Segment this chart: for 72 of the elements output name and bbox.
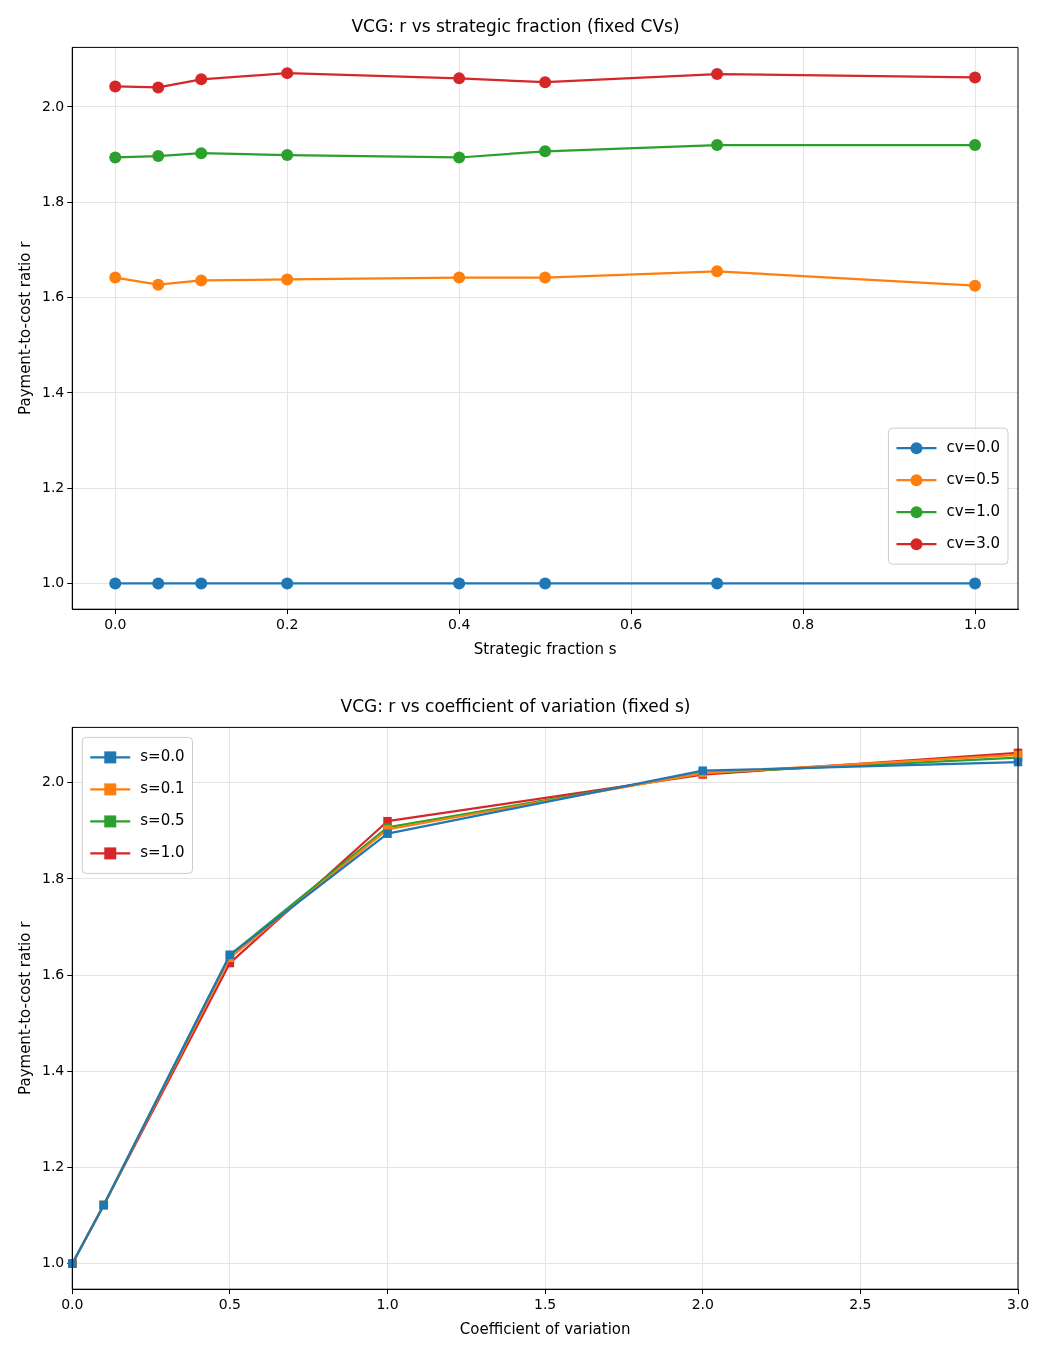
point [453, 72, 466, 85]
point [969, 139, 982, 152]
legend-label: cv=0.5 [946, 470, 1001, 489]
point [109, 271, 122, 284]
y-tick-label: 1.8 [42, 192, 65, 209]
x-tick-label: 0.8 [791, 616, 815, 633]
y-tick-label: 1.8 [42, 869, 65, 886]
x-tick-label: 0.0 [104, 616, 127, 633]
point [195, 577, 208, 590]
point [152, 150, 165, 163]
point [281, 273, 294, 286]
y-tick-label: 1.2 [42, 1158, 65, 1175]
point [969, 279, 982, 292]
point [281, 67, 294, 80]
chart-title: VCG: r vs coefficient of variation (fixed s) [340, 695, 691, 716]
x-axis-title: Strategic fraction s [473, 639, 617, 658]
x-tick-label: 3.0 [1006, 1296, 1030, 1313]
point [711, 139, 724, 152]
y-tick-label: 1.2 [42, 478, 65, 495]
y-tick-label: 1.4 [42, 383, 65, 400]
x-tick-label: 1.0 [376, 1296, 399, 1313]
legend-label: cv=0.0 [946, 438, 1001, 457]
legend-label: s=0.1 [140, 779, 185, 798]
point [195, 274, 208, 287]
y-axis-title: Payment-to-cost ratio r [15, 240, 34, 415]
chart-title: VCG: r vs strategic fraction (fixed CVs) [351, 15, 680, 36]
point [109, 151, 122, 164]
point [109, 80, 122, 93]
point [539, 145, 552, 158]
y-tick-label: 1.6 [42, 965, 65, 982]
point [711, 68, 724, 81]
point [195, 147, 208, 160]
x-tick-label: 1.0 [963, 616, 987, 633]
point [969, 71, 982, 84]
x-tick-label: 0.6 [619, 616, 643, 633]
x-tick-label: 0.0 [61, 1296, 84, 1313]
point [152, 81, 165, 94]
point [539, 271, 552, 284]
point [539, 76, 552, 89]
point [711, 265, 724, 278]
point [195, 73, 208, 86]
point [281, 577, 294, 590]
point [281, 149, 294, 162]
legend-label: s=0.0 [140, 747, 185, 766]
point [453, 271, 466, 284]
legend-label: cv=1.0 [946, 502, 1001, 521]
point [453, 151, 466, 164]
y-tick-label: 1.4 [42, 1061, 65, 1078]
y-tick-label: 2.0 [42, 773, 65, 790]
legend-label: s=1.0 [140, 843, 185, 862]
x-tick-label: 0.4 [448, 616, 471, 633]
y-axis-title: Payment-to-cost ratio r [15, 920, 34, 1095]
x-tick-label: 2.5 [849, 1296, 872, 1313]
point [152, 278, 165, 291]
point [383, 829, 392, 838]
point [453, 577, 466, 590]
point [152, 577, 165, 590]
x-tick-label: 0.5 [218, 1296, 242, 1313]
x-tick-label: 1.5 [534, 1296, 557, 1313]
point [109, 577, 122, 590]
x-tick-label: 0.2 [276, 616, 299, 633]
y-tick-label: 1.6 [42, 288, 65, 305]
x-axis-title: Coefficient of variation [459, 1319, 631, 1338]
point [969, 577, 982, 590]
y-tick-label: 2.0 [42, 97, 65, 114]
point [711, 577, 724, 590]
x-tick-label: 2.0 [691, 1296, 714, 1313]
legend-label: cv=3.0 [946, 534, 1001, 553]
point [539, 577, 552, 590]
y-tick-label: 1.0 [42, 1254, 65, 1271]
y-tick-label: 1.0 [42, 574, 65, 591]
legend-label: s=0.5 [140, 811, 185, 830]
